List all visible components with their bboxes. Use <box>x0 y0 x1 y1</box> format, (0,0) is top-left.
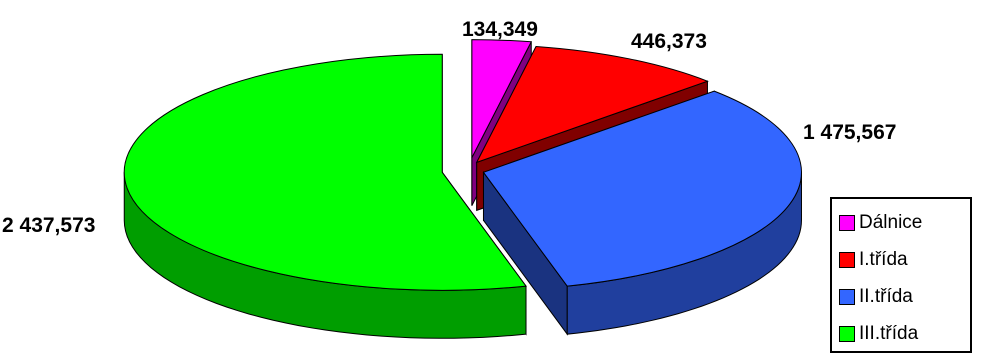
slice-iii-trida <box>123 53 527 339</box>
data-label-dalnice: 134,349 <box>462 18 538 41</box>
data-label-i-trida: 446,373 <box>631 30 707 53</box>
data-label-iii-trida: 2 437,573 <box>2 214 95 237</box>
legend: Dálnice I.třída II.třída III.třída <box>830 197 972 353</box>
data-label-ii-trida: 1 475,567 <box>803 121 896 144</box>
legend-label-i-trida: I.třída <box>859 248 908 270</box>
legend-item-dalnice: Dálnice <box>839 204 970 241</box>
pie-layer <box>123 39 802 339</box>
data-labels: 134,349 446,373 1 475,567 2 437,573 <box>2 18 896 237</box>
legend-label-ii-trida: II.třída <box>859 285 913 307</box>
slice-top-ii-trida <box>482 90 802 287</box>
legend-item-iii-trida: III.třída <box>839 315 970 352</box>
legend-swatch-ii-trida <box>839 288 855 305</box>
slice-top-iii-trida <box>123 53 527 291</box>
legend-swatch-i-trida <box>839 251 855 268</box>
legend-label-dalnice: Dálnice <box>859 211 923 233</box>
slice-top-i-trida <box>475 45 709 164</box>
legend-swatch-iii-trida <box>839 325 855 342</box>
legend-swatch-dalnice <box>839 214 855 231</box>
legend-item-ii-trida: II.třída <box>839 278 970 315</box>
legend-label-iii-trida: III.třída <box>859 322 919 344</box>
slice-ii-trida <box>482 90 802 336</box>
legend-item-i-trida: I.třída <box>839 241 970 278</box>
slice-top-dalnice <box>471 39 533 158</box>
